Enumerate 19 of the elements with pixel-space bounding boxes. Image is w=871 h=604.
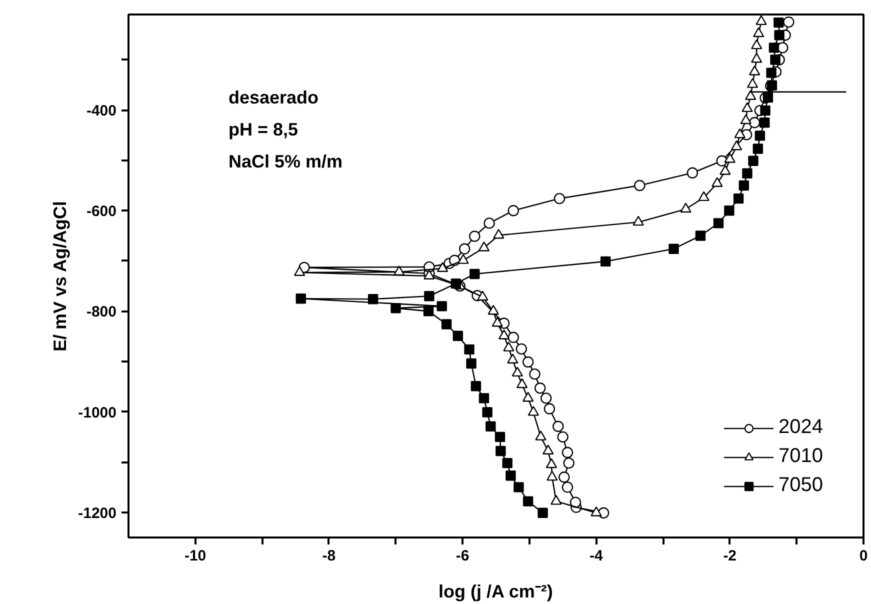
x-tick-label: -8: [322, 548, 336, 564]
x-tick-label: -2: [723, 548, 737, 564]
y-tick-label: -1200: [78, 504, 117, 522]
y-axis-title: E/ mV vs Ag/AgCl: [50, 201, 70, 352]
x-axis-title: log (j /A cm⁻²): [438, 582, 553, 602]
legend-label: 7010: [778, 445, 823, 468]
x-tick-label: -4: [590, 548, 604, 564]
annotation: NaCl 5% m/m: [228, 152, 343, 172]
y-tick-label: -600: [86, 203, 117, 220]
legend-label: 2024: [778, 416, 823, 439]
annotation: pH = 8,5: [228, 120, 298, 140]
x-tick-label: -6: [456, 548, 470, 564]
x-tick-label: 0: [859, 548, 868, 564]
y-tick-label: -400: [86, 102, 117, 120]
annotation: desaerado: [228, 88, 319, 108]
legend-label: 7050: [778, 474, 823, 497]
y-tick-label: -1000: [78, 404, 117, 422]
x-tick-label: -10: [184, 548, 206, 564]
y-tick-label: -800: [86, 304, 117, 321]
